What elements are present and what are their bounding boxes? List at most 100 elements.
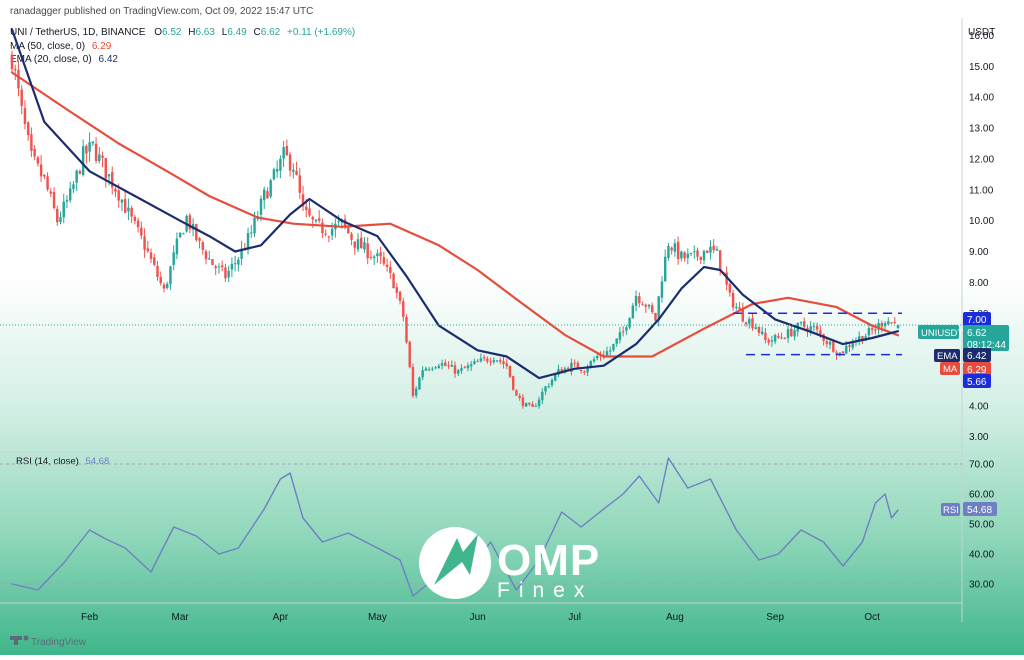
candle-body <box>227 270 230 278</box>
candle-body <box>712 245 715 251</box>
candle-body <box>140 227 143 236</box>
candle-body <box>524 403 528 407</box>
symbol-name: UNI / TetherUS, 1D, BINANCE <box>10 27 146 38</box>
level-low-badge-bg <box>963 374 991 388</box>
candle-body <box>233 263 237 265</box>
candle-body <box>408 341 411 368</box>
candle-body <box>431 368 434 370</box>
candle-body <box>20 89 23 106</box>
candle-body <box>680 251 683 259</box>
level-low-badge-text: 5.66 <box>967 377 987 388</box>
candle-body <box>731 292 735 308</box>
ma-legend[interactable]: MA (50, close, 0) 6.29 <box>10 41 112 52</box>
rsi-legend[interactable]: RSI (14, close) 54.68 <box>16 456 109 467</box>
candle-body <box>802 321 806 327</box>
candle-body <box>447 365 450 367</box>
candle-body <box>85 145 88 154</box>
candle-body <box>857 336 861 342</box>
candle-body <box>78 170 82 174</box>
last-price-value: 6.62 <box>967 328 987 339</box>
candle-body <box>502 361 505 365</box>
candle-body <box>841 351 845 353</box>
candle-body <box>618 332 622 340</box>
candle-body <box>217 266 221 268</box>
tradingview-footer-logo[interactable]: TradingView <box>10 635 87 649</box>
candle-body <box>314 219 318 222</box>
candle-body <box>621 331 625 333</box>
candle-body <box>660 281 664 298</box>
candle-body <box>696 250 699 257</box>
price-tick-label: 3.00 <box>969 432 989 443</box>
candle-body <box>52 191 56 208</box>
candle-body <box>127 207 130 212</box>
candle-body <box>861 336 864 342</box>
candle-body <box>133 216 137 221</box>
candle-body <box>253 217 256 234</box>
candle-body <box>405 317 408 343</box>
candle-body <box>434 367 437 369</box>
candle-body <box>437 365 441 368</box>
candle-body <box>715 248 719 251</box>
candle-body <box>379 252 382 257</box>
ma-legend-label: MA (50, close, 0) <box>10 41 85 52</box>
candle-body <box>250 232 253 234</box>
candle-body <box>230 263 234 270</box>
candle-body <box>457 370 460 374</box>
ohlc-l-value: 6.49 <box>227 27 247 38</box>
candle-body <box>812 326 816 328</box>
candle-body <box>748 319 751 324</box>
candle-body <box>353 241 356 248</box>
candle-body <box>266 191 269 199</box>
rsi-legend-value: 54.68 <box>85 456 109 467</box>
candle-body <box>631 305 635 319</box>
candle-body <box>887 321 890 325</box>
candle-body <box>751 318 754 329</box>
candle-body <box>851 343 854 348</box>
candle-body <box>450 364 453 367</box>
candle-body <box>17 69 20 89</box>
candle-body <box>764 332 767 341</box>
candle-body <box>224 267 227 279</box>
candle-body <box>511 376 515 390</box>
support-resistance-levels <box>0 312 962 356</box>
ema-legend[interactable]: EMA (20, close, 0) 6.42 <box>10 54 118 65</box>
candle-body <box>693 251 696 253</box>
candle-body <box>486 358 489 362</box>
candle-body <box>825 341 829 344</box>
candle-body <box>101 155 104 158</box>
candle-body <box>211 259 214 266</box>
candle-body <box>608 350 612 352</box>
time-tick-label: May <box>368 612 387 623</box>
candle-body <box>36 157 40 164</box>
rsi-tick-label: 60.00 <box>969 490 994 501</box>
price-tick-label: 4.00 <box>969 401 989 412</box>
candle-body <box>880 323 884 327</box>
candle-body <box>777 335 780 338</box>
candle-body <box>188 215 192 230</box>
candle-body <box>654 312 657 321</box>
candle-body <box>628 317 631 328</box>
candle-body <box>398 291 402 301</box>
candle-body <box>612 343 615 351</box>
candle-body <box>156 265 159 277</box>
candle-body <box>460 368 463 371</box>
candle-body <box>356 239 360 250</box>
candle-body <box>49 191 53 194</box>
candle-body <box>91 141 95 144</box>
candle-body <box>793 330 796 337</box>
price-tick-label: 15.00 <box>969 62 994 73</box>
candle-body <box>414 388 418 396</box>
candle-body <box>159 276 162 284</box>
candle-body <box>418 377 421 390</box>
candle-body <box>828 341 832 345</box>
ema-legend-value: 6.42 <box>98 54 118 65</box>
candle-body <box>780 337 783 339</box>
symbol-tag-bg <box>918 325 959 339</box>
candle-body <box>570 362 573 372</box>
candle-body <box>874 329 877 331</box>
ema-20-polyline <box>10 28 900 380</box>
ohlc-h-label: H <box>188 27 195 38</box>
